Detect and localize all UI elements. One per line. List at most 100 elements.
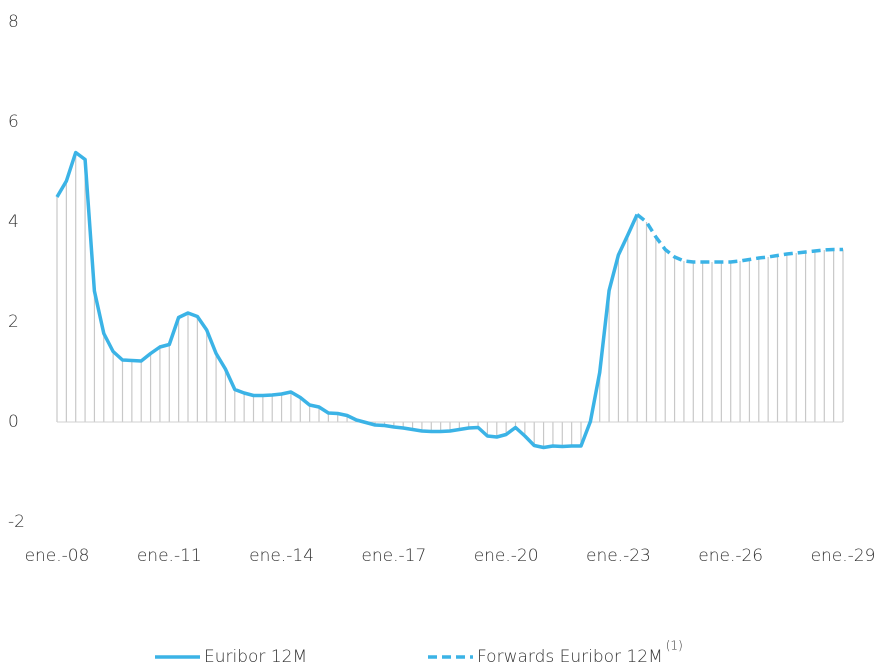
area-bar	[234, 389, 236, 422]
area-bar	[486, 422, 489, 436]
area-bar	[402, 422, 404, 428]
area-bar	[683, 261, 685, 422]
area-bar	[636, 214, 638, 422]
area-bar	[280, 394, 283, 422]
area-bar	[103, 333, 105, 422]
area-bar	[430, 422, 432, 432]
area-bar	[702, 262, 704, 422]
area-bar	[786, 254, 788, 422]
area-bar	[262, 395, 264, 422]
area-bar	[178, 317, 180, 422]
area-bar	[449, 422, 451, 431]
area-bar	[168, 344, 170, 422]
area-bar	[561, 422, 563, 447]
area-bar	[65, 181, 67, 422]
area-bar	[149, 353, 152, 422]
area-bar	[748, 259, 751, 422]
area-bar	[271, 395, 273, 422]
area-bar	[421, 422, 423, 431]
area-bar	[617, 255, 620, 422]
area-bar	[75, 152, 77, 422]
area-bar	[140, 361, 142, 422]
area-bar	[327, 413, 329, 422]
x-tick-label: ene.-17	[361, 546, 426, 566]
area-bar	[346, 415, 348, 422]
area-bar	[514, 422, 517, 428]
area-bar	[580, 422, 582, 446]
area-bar	[804, 252, 807, 422]
area-bar	[655, 237, 657, 422]
area-bar	[542, 422, 545, 448]
area-bar	[159, 347, 161, 422]
y-tick-label: 6	[8, 112, 19, 132]
series-line	[636, 213, 843, 264]
area-bar	[692, 262, 694, 422]
area-bar	[252, 395, 255, 422]
area-bar	[673, 257, 676, 422]
area-bar	[440, 422, 442, 432]
area-bar	[458, 422, 460, 430]
area-bar	[571, 422, 573, 446]
x-tick-label: ene.-08	[25, 546, 90, 566]
area-bar	[318, 407, 320, 422]
area-bar	[776, 255, 779, 422]
area-bar	[243, 393, 245, 422]
area-bar	[206, 330, 208, 422]
y-tick-label: 0	[8, 412, 19, 432]
area-bar	[112, 351, 114, 422]
y-tick-label: 2	[8, 312, 19, 332]
area-bar	[84, 159, 86, 422]
legend-label: Euribor 12M	[204, 647, 307, 665]
area-bar	[496, 422, 498, 437]
area-bar	[599, 372, 601, 422]
area-bar	[711, 262, 713, 422]
area-bar	[187, 313, 189, 422]
area-bar	[477, 422, 479, 428]
y-tick-label: 8	[8, 12, 19, 32]
area-bar	[224, 369, 227, 422]
area-bar	[833, 249, 835, 422]
legend-label: Forwards Euribor 12M	[477, 647, 663, 665]
area-bar	[309, 405, 311, 422]
area-bar	[468, 422, 470, 428]
y-tick-label: 4	[8, 212, 19, 232]
area-bar	[524, 422, 526, 436]
area-bar	[720, 262, 722, 422]
area-bar	[645, 222, 648, 422]
area-bar	[758, 258, 760, 422]
x-tick-label: ene.-29	[811, 546, 876, 566]
x-tick-label: ene.-23	[586, 546, 651, 566]
area-bar	[739, 261, 741, 422]
y-tick-label: -2	[8, 512, 25, 532]
series-line	[55, 150, 639, 450]
area-bar	[337, 413, 339, 422]
area-bar	[131, 360, 133, 422]
area-bar	[767, 257, 769, 422]
area-bar	[299, 397, 301, 422]
x-tick-label: ene.-20	[474, 546, 539, 566]
area-bar	[664, 249, 666, 422]
x-tick-label: ene.-26	[698, 546, 763, 566]
area-bar	[411, 422, 414, 430]
x-tick-label: ene.-11	[137, 546, 202, 566]
area-bar	[730, 262, 732, 422]
area-bar	[290, 392, 292, 422]
legend-note: (1)	[666, 639, 683, 653]
area-bar	[842, 249, 844, 422]
area-bar	[215, 353, 217, 422]
area-bar	[795, 253, 797, 422]
area-bar	[608, 290, 610, 422]
area-bar	[814, 251, 816, 422]
area-bar	[505, 422, 507, 435]
area-bar	[533, 422, 535, 446]
area-bar	[121, 360, 124, 422]
area-bar	[627, 235, 629, 422]
area-bar	[552, 422, 554, 446]
x-tick-label: ene.-14	[249, 546, 314, 566]
area-bar	[393, 422, 395, 427]
area-bar	[823, 250, 825, 422]
area-bar	[56, 197, 58, 422]
area-bar	[196, 316, 198, 422]
area-bar	[93, 291, 96, 422]
